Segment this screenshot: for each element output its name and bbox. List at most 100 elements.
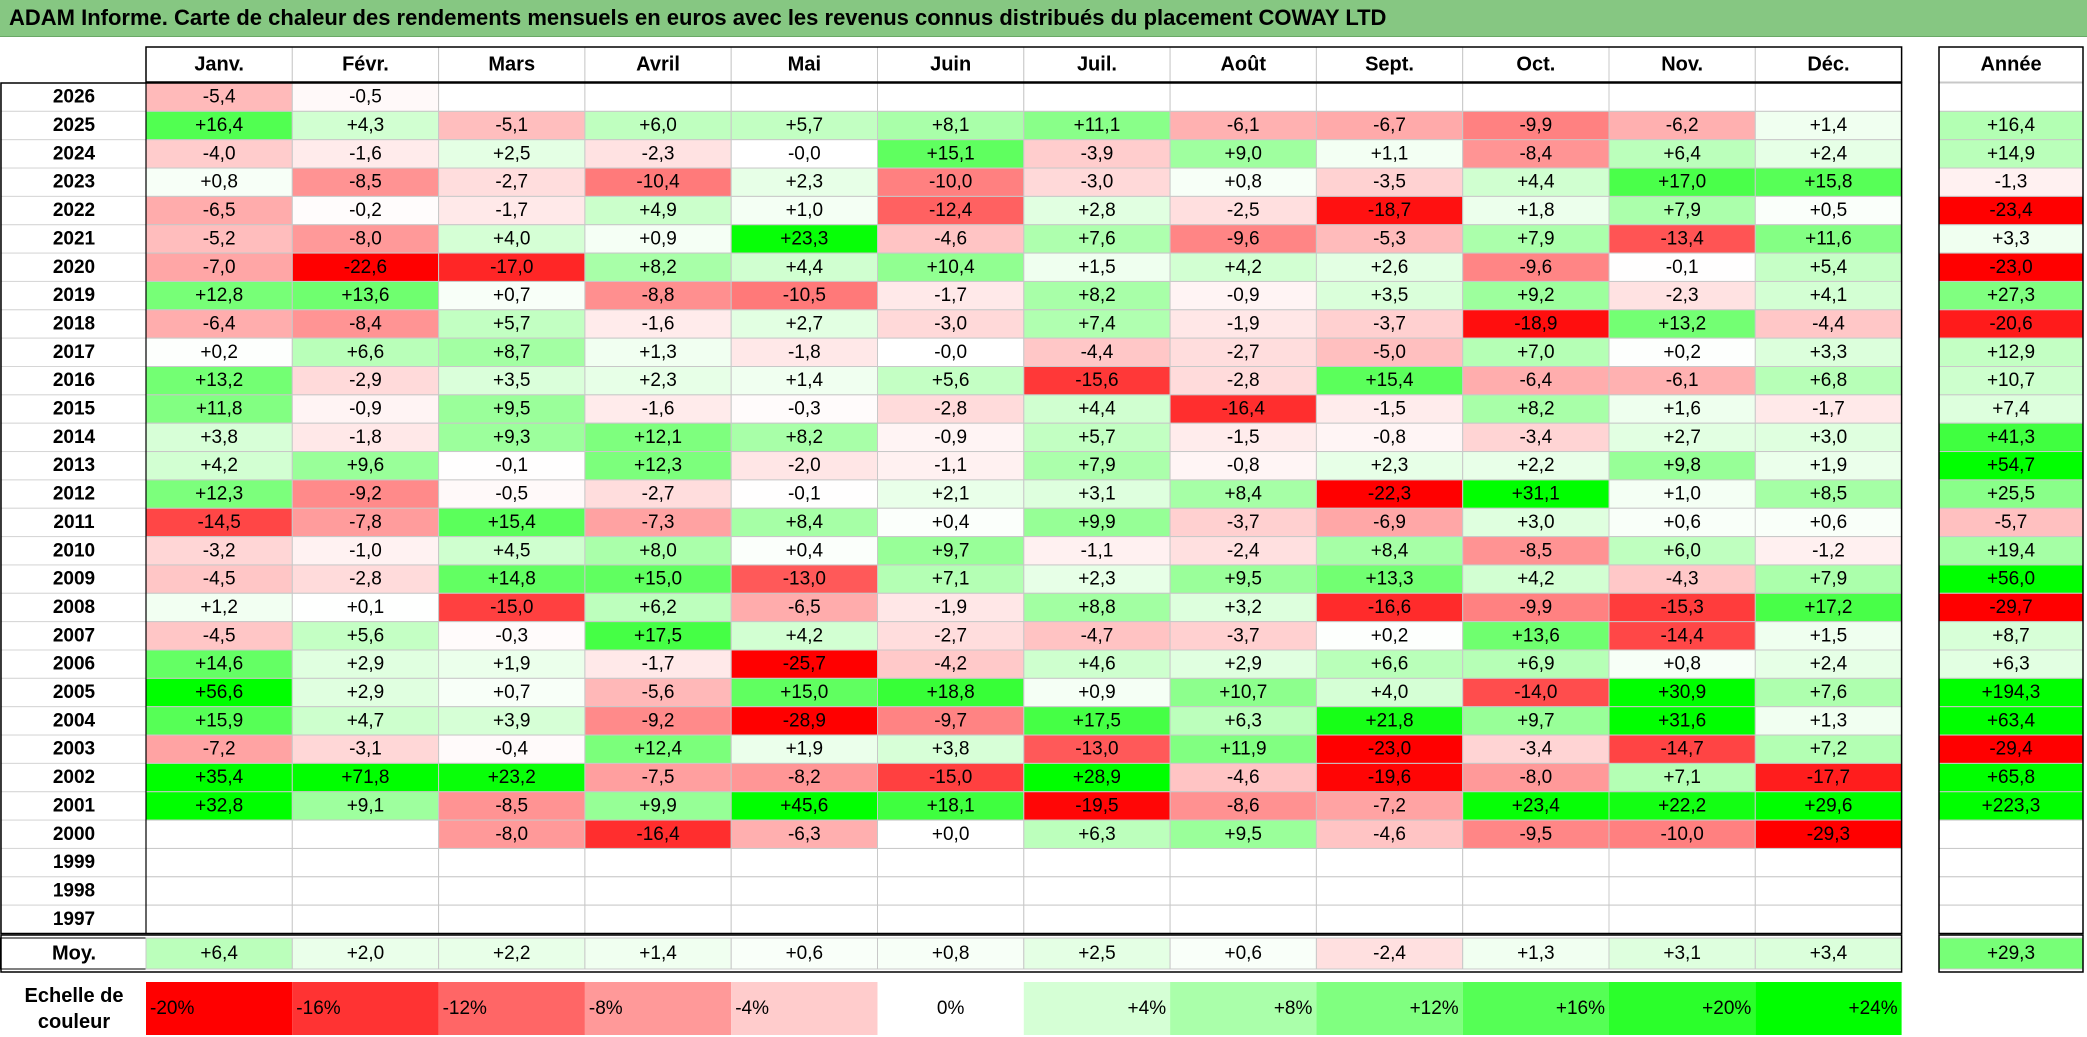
color-scale-stop: -20%	[150, 998, 194, 1019]
cell-value: +35,4	[195, 767, 244, 788]
average-value: +3,1	[1663, 943, 1701, 964]
cell-value: -2,4	[1227, 540, 1260, 561]
cell-value: -1,0	[349, 540, 382, 561]
cell-value: -10,0	[929, 172, 972, 193]
cell-value: -4,3	[1666, 569, 1699, 590]
cell-value: +7,1	[932, 569, 970, 590]
cell-value: +15,0	[780, 682, 828, 703]
cell-value: -9,6	[1519, 257, 1552, 278]
cell-value: +8,4	[1224, 484, 1262, 505]
cell-value: +2,1	[932, 484, 970, 505]
column-header: Mars	[488, 54, 535, 76]
annual-value: -29,4	[1989, 739, 2033, 760]
cell-value: -1,7	[1812, 399, 1845, 420]
average-value: +2,0	[347, 943, 385, 964]
color-scale-stop: -16%	[296, 998, 340, 1019]
heatmap-cell	[1609, 848, 1755, 876]
heatmap-cell	[292, 820, 438, 848]
cell-value: -9,2	[642, 710, 675, 731]
cell-value: +3,0	[1810, 427, 1848, 448]
heatmap-cell	[439, 848, 585, 876]
heatmap-cell	[1755, 905, 1901, 933]
cell-value: -4,0	[203, 143, 236, 164]
year-label: 2003	[53, 739, 95, 760]
cell-value: -2,3	[1666, 285, 1699, 306]
cell-value: -8,6	[1227, 795, 1260, 816]
cell-value: -16,4	[1222, 399, 1266, 420]
cell-value: -2,0	[788, 455, 821, 476]
cell-value: +8,7	[493, 342, 531, 363]
cell-value: -1,7	[934, 285, 967, 306]
heatmap-cell	[1024, 877, 1170, 905]
heatmap-cell	[585, 848, 731, 876]
cell-value: +18,8	[927, 682, 975, 703]
cell-value: +1,0	[1663, 484, 1701, 505]
cell-value: -5,0	[1373, 342, 1406, 363]
cell-value: +7,9	[1663, 200, 1701, 221]
cell-value: +29,6	[1804, 795, 1852, 816]
color-scale-stop: -8%	[589, 998, 623, 1019]
cell-value: -17,0	[490, 257, 533, 278]
cell-value: -7,5	[642, 767, 675, 788]
cell-value: -2,8	[1227, 370, 1260, 391]
cell-value: -7,3	[642, 512, 675, 533]
color-scale-stop: +16%	[1556, 998, 1605, 1019]
cell-value: -4,5	[203, 569, 236, 590]
heatmap-cell	[878, 848, 1024, 876]
cell-value: +2,7	[1663, 427, 1701, 448]
year-label: 2022	[53, 200, 95, 221]
cell-value: +21,8	[1366, 710, 1414, 731]
cell-value: +2,3	[1078, 569, 1116, 590]
year-label: 2020	[53, 257, 95, 278]
annual-value: +56,0	[1987, 569, 2035, 590]
average-value: +0,8	[932, 943, 970, 964]
cell-value: +12,3	[634, 455, 682, 476]
cell-value: +1,9	[786, 739, 824, 760]
heatmap-cell	[1170, 848, 1316, 876]
cell-value: -14,7	[1660, 739, 1703, 760]
cell-value: +3,5	[1371, 285, 1409, 306]
cell-value: +9,9	[639, 795, 677, 816]
cell-value: +3,0	[1517, 512, 1555, 533]
cell-value: +1,9	[493, 654, 531, 675]
heatmap-cell	[878, 877, 1024, 905]
cell-value: -9,2	[349, 484, 382, 505]
cell-value: -19,5	[1075, 795, 1118, 816]
cell-value: +0,7	[493, 285, 531, 306]
cell-value: +7,1	[1663, 767, 1701, 788]
heatmap-cell	[1463, 905, 1609, 933]
cell-value: +13,2	[1658, 313, 1706, 334]
cell-value: +0,8	[200, 172, 238, 193]
annual-value: +19,4	[1987, 540, 2036, 561]
cell-value: -14,5	[197, 512, 240, 533]
cell-value: -8,5	[495, 795, 528, 816]
cell-value: -0,0	[788, 143, 821, 164]
year-label: 2026	[53, 87, 95, 108]
cell-value: +5,7	[493, 313, 531, 334]
cell-value: +7,9	[1810, 569, 1848, 590]
heatmap-cell	[731, 83, 877, 111]
cell-value: -6,7	[1373, 115, 1406, 136]
color-scale-stop: +20%	[1702, 998, 1751, 1019]
cell-value: -28,9	[783, 710, 826, 731]
cell-value: -2,7	[642, 484, 675, 505]
cell-value: -4,5	[203, 625, 236, 646]
cell-value: +0,2	[200, 342, 238, 363]
year-label: 2012	[53, 484, 95, 505]
cell-value: +23,3	[780, 228, 828, 249]
cell-value: -6,1	[1666, 370, 1699, 391]
cell-value: +6,3	[1078, 824, 1116, 845]
cell-value: +3,8	[932, 739, 970, 760]
heatmap-cell	[292, 848, 438, 876]
cell-value: +31,6	[1658, 710, 1706, 731]
cell-value: +9,3	[493, 427, 531, 448]
cell-value: -3,1	[349, 739, 382, 760]
heatmap-cell	[146, 848, 292, 876]
cell-value: +2,2	[1517, 455, 1555, 476]
year-label: 2010	[53, 540, 95, 561]
cell-value: +2,3	[1371, 455, 1409, 476]
cell-value: -16,4	[636, 824, 680, 845]
cell-value: +10,7	[1219, 682, 1267, 703]
cell-value: -1,2	[1812, 540, 1845, 561]
cell-value: -2,9	[349, 370, 382, 391]
